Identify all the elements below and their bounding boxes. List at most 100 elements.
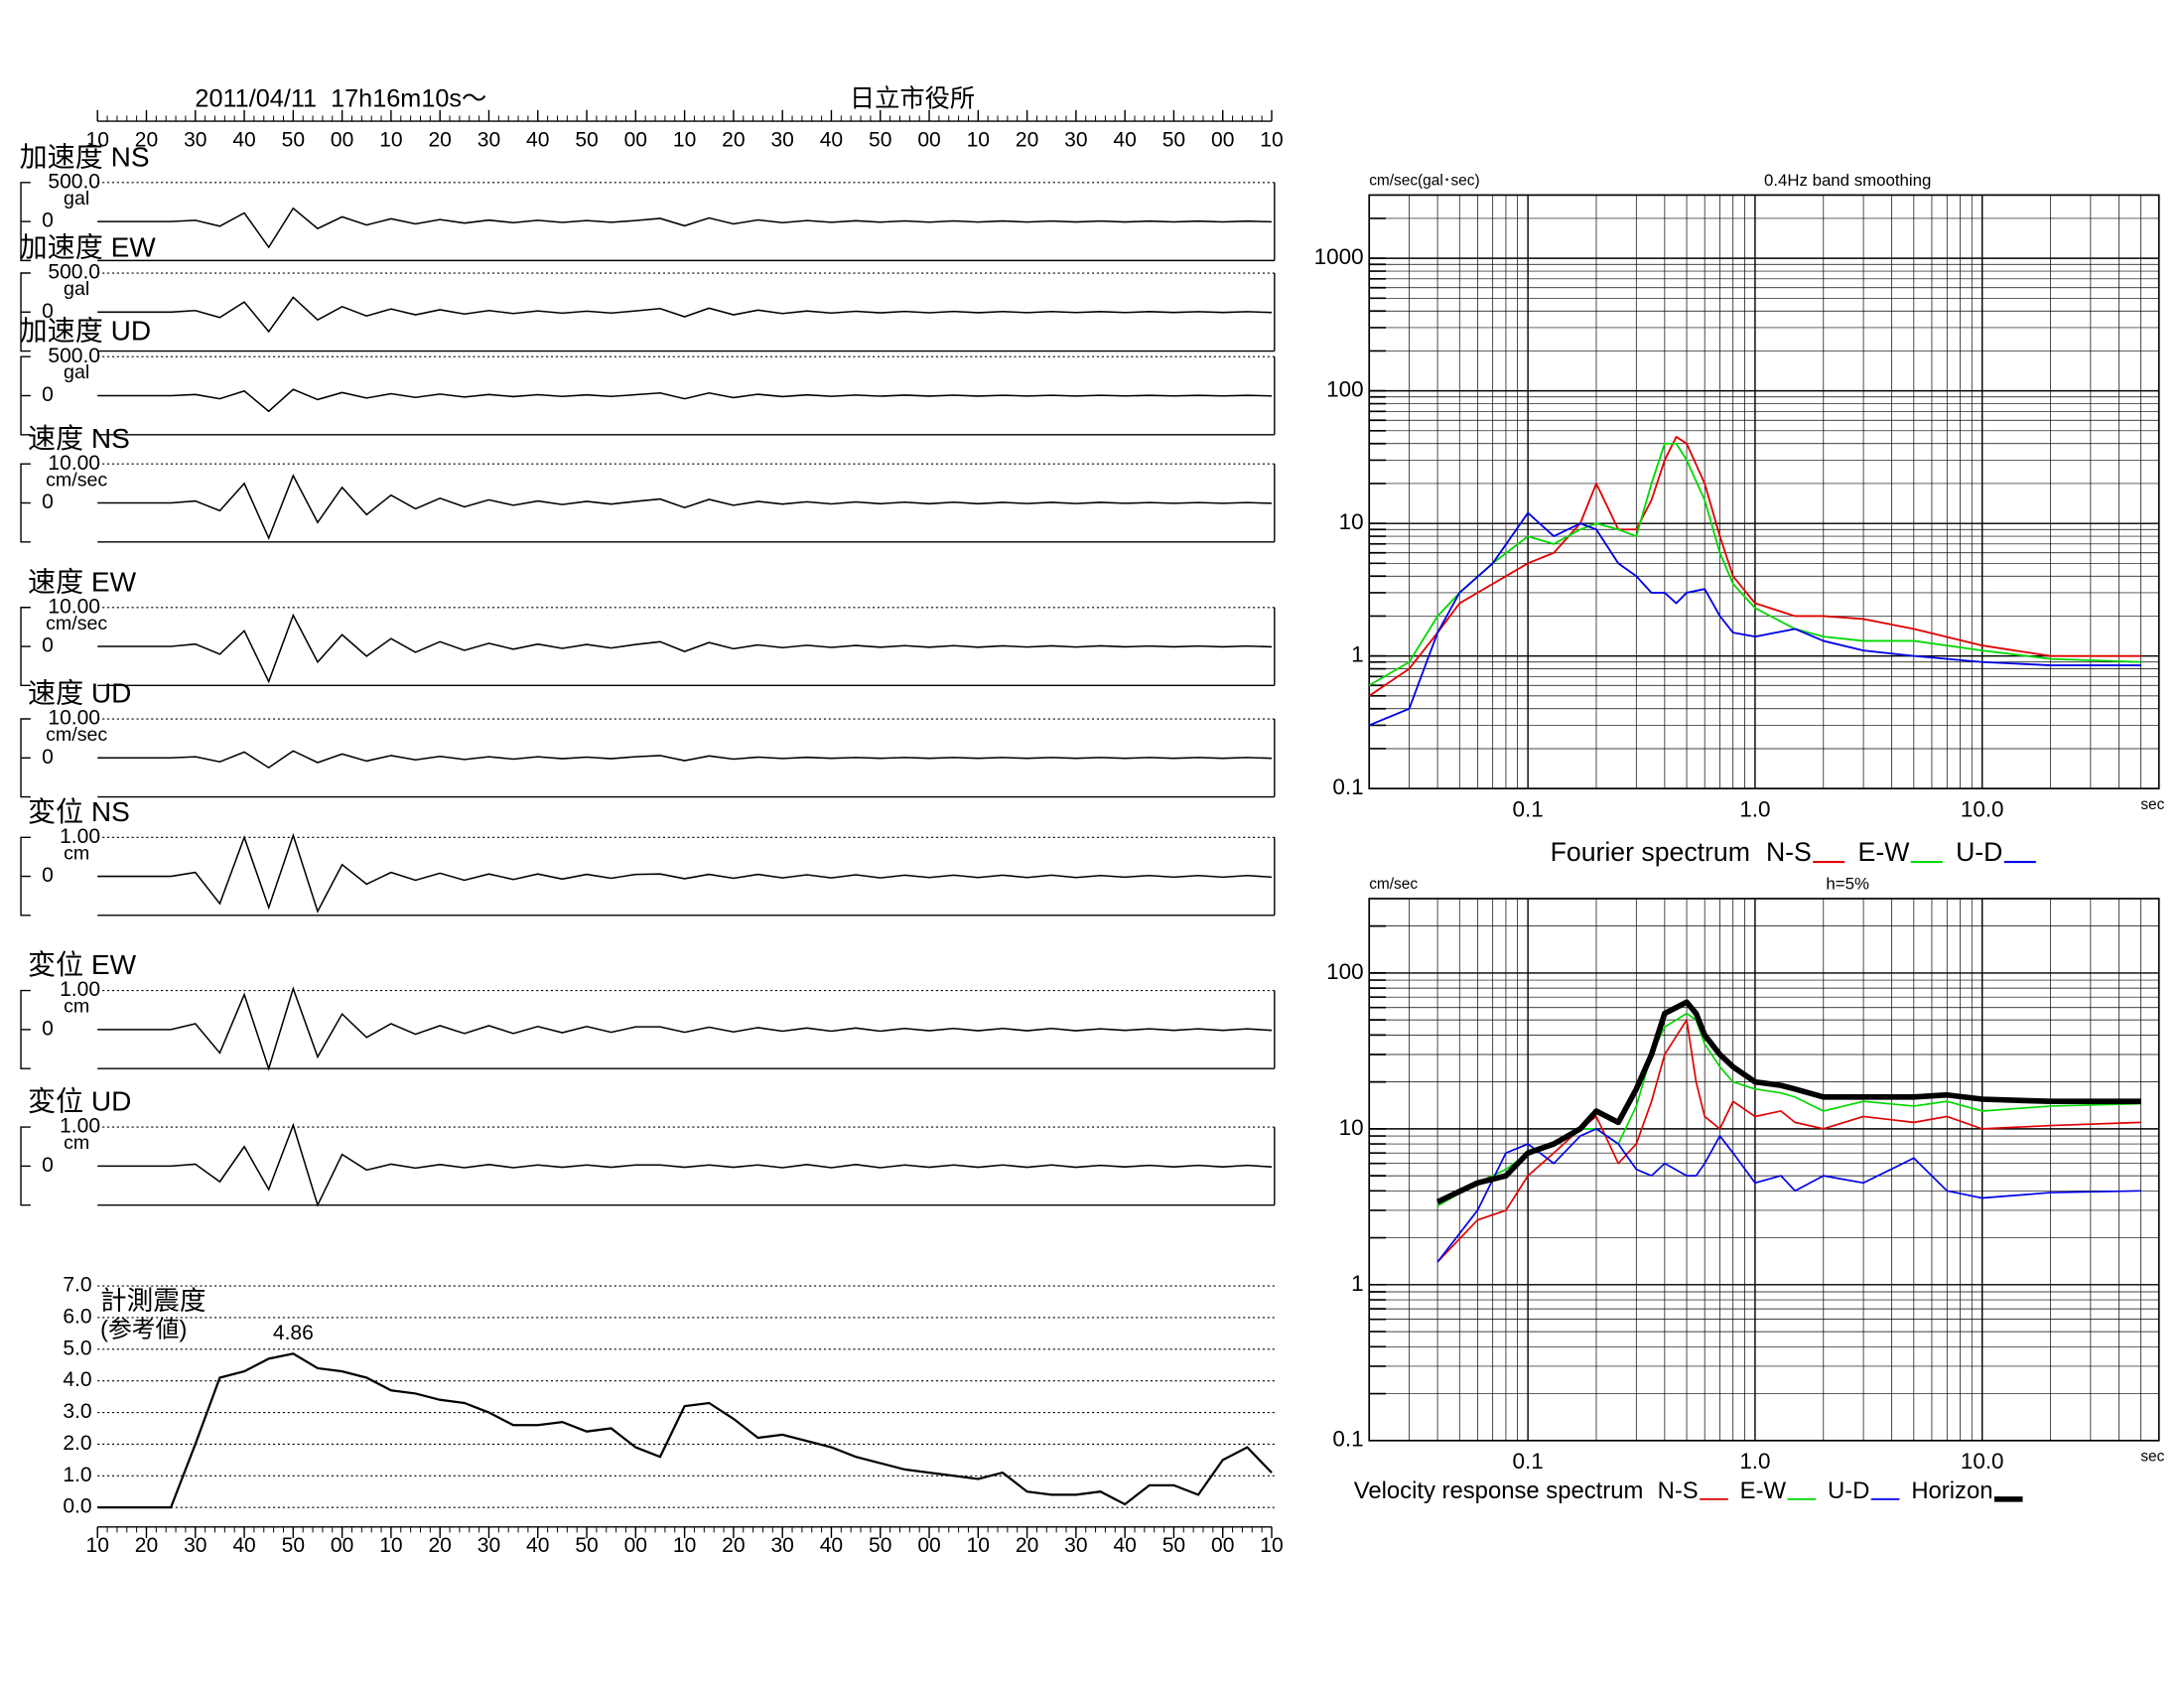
x-tick-label: 10 <box>379 128 402 151</box>
y-tick-label: 10 <box>1339 509 1364 534</box>
x-tick-label: 40 <box>232 128 255 151</box>
x-tick-label: 30 <box>770 1534 793 1557</box>
panel-label: 速度 NS <box>28 423 130 454</box>
panel-label: 変位 NS <box>28 796 130 827</box>
y-tick-label: 4.0 <box>63 1368 91 1391</box>
panel-bracket <box>20 989 31 1069</box>
y-tick-label: 0 <box>42 746 54 769</box>
panel-label: 変位 EW <box>28 949 137 980</box>
intensity-title: 計測震度 <box>100 1286 206 1316</box>
x-tick-label: 20 <box>1016 128 1038 151</box>
unit-label: cm <box>64 1132 89 1154</box>
x-tick-label: 1.0 <box>1739 797 1770 822</box>
legend-label: N-S <box>1766 837 1812 867</box>
unit-label: cm/sec <box>46 724 107 746</box>
x-tick-label: 1.0 <box>1739 1449 1770 1474</box>
y-tick-label: 500.0 <box>48 170 100 193</box>
x-tick-label: 00 <box>917 128 940 151</box>
x-tick-label: 30 <box>478 128 500 151</box>
panel-label: 加速度 NS <box>20 141 150 172</box>
y-tick-label: 1.00 <box>60 978 100 1001</box>
y-tick-label: 10 <box>1339 1115 1364 1140</box>
panel-bracket <box>20 718 31 798</box>
x-tick-label: 30 <box>478 1534 500 1557</box>
x-tick-label: 10 <box>86 128 109 151</box>
unit-label: gal <box>64 188 89 210</box>
x-tick-label: 10 <box>673 128 696 151</box>
unit-label: cm <box>64 842 89 864</box>
y-tick-label: 1.00 <box>60 825 100 848</box>
x-tick-label: 10 <box>86 1534 109 1557</box>
waveform <box>97 750 1273 770</box>
y-tick-label: 10.00 <box>48 707 100 730</box>
waveform <box>97 474 1273 540</box>
waveform <box>97 613 1273 684</box>
x-tick-label: 10 <box>673 1534 696 1557</box>
y-tick-label: 100 <box>1326 959 1363 984</box>
y-tick-label: 0 <box>42 864 54 887</box>
y-tick-label: 500.0 <box>48 345 100 367</box>
panel-bracket <box>20 836 31 916</box>
x-tick-label: 50 <box>575 128 598 151</box>
x-tick-label: 10.0 <box>1961 797 2004 822</box>
unit-label: cm <box>64 996 89 1018</box>
panel-label: 加速度 UD <box>20 316 151 347</box>
intensity-line <box>97 1352 1273 1509</box>
x-tick-label: 10.0 <box>1961 1449 2004 1474</box>
x-tick-label: 10 <box>379 1534 402 1557</box>
spectrum-line <box>1368 436 2141 697</box>
unit-label: gal <box>64 361 89 383</box>
x-tick-label: 50 <box>282 1534 305 1557</box>
legend-label: N-S <box>1658 1477 1699 1504</box>
y-tick-label: 0 <box>42 1154 54 1177</box>
x-tick-label: 0.1 <box>1513 797 1544 822</box>
x-tick-label: 00 <box>624 1534 647 1557</box>
chart-title: 0.4Hz band smoothing <box>1764 171 1931 190</box>
value-label: 4.86 <box>273 1322 314 1344</box>
y-tick-label: 0.1 <box>1332 1427 1363 1452</box>
y-tick-label: 500.0 <box>48 261 100 284</box>
y-tick-label: 2.0 <box>63 1432 91 1455</box>
x-tick-label: 30 <box>1064 1534 1087 1557</box>
x-tick-label: 10 <box>1260 128 1283 151</box>
unit-label: cm/sec <box>46 469 107 491</box>
x-tick-label: 20 <box>1016 1534 1038 1557</box>
panel-bracket <box>20 355 31 436</box>
x-tick-label: 30 <box>770 128 793 151</box>
y-tick-label: 0 <box>42 1017 54 1040</box>
y-tick-label: 0.1 <box>1332 774 1363 799</box>
y-tick-label: 0 <box>42 300 54 323</box>
y-tick-label: 10.00 <box>48 452 100 475</box>
y-tick-label: 0.0 <box>63 1495 91 1518</box>
y-tick-label: 7.0 <box>63 1274 91 1297</box>
waveform <box>97 832 1273 914</box>
x-tick-label: 20 <box>428 128 451 151</box>
panel-label: 加速度 EW <box>20 232 157 263</box>
panel-label: 速度 EW <box>28 566 137 597</box>
x-tick-label: 30 <box>184 128 206 151</box>
panel-bracket <box>20 182 31 262</box>
legend-label: U-D <box>1828 1477 1869 1504</box>
x-tick-label: 10 <box>967 128 990 151</box>
x-tick-label: 50 <box>1162 1534 1185 1557</box>
waveform <box>97 296 1273 334</box>
x-axis-label: sec <box>2140 796 2164 813</box>
x-tick-label: 50 <box>1162 128 1185 151</box>
y-tick-label: 5.0 <box>63 1336 91 1359</box>
x-tick-label: 40 <box>232 1534 255 1557</box>
x-tick-label: 20 <box>722 128 745 151</box>
y-tick-label: 10.00 <box>48 595 100 618</box>
spectrum-line <box>1436 1019 2141 1263</box>
y-tick-label: 0 <box>42 634 54 657</box>
y-tick-label: 1 <box>1351 642 1363 667</box>
x-tick-label: 00 <box>331 128 353 151</box>
y-tick-label: 6.0 <box>63 1305 91 1328</box>
y-tick-label: 1.0 <box>63 1464 91 1486</box>
x-tick-label: 20 <box>135 128 158 151</box>
x-tick-label: 00 <box>331 1534 353 1557</box>
x-tick-label: 40 <box>1113 1534 1136 1557</box>
x-axis-label: sec <box>2140 1449 2164 1466</box>
y-tick-label: 1.00 <box>60 1115 100 1138</box>
spectrum-line <box>1436 1128 2141 1263</box>
x-tick-label: 00 <box>1211 1534 1234 1557</box>
